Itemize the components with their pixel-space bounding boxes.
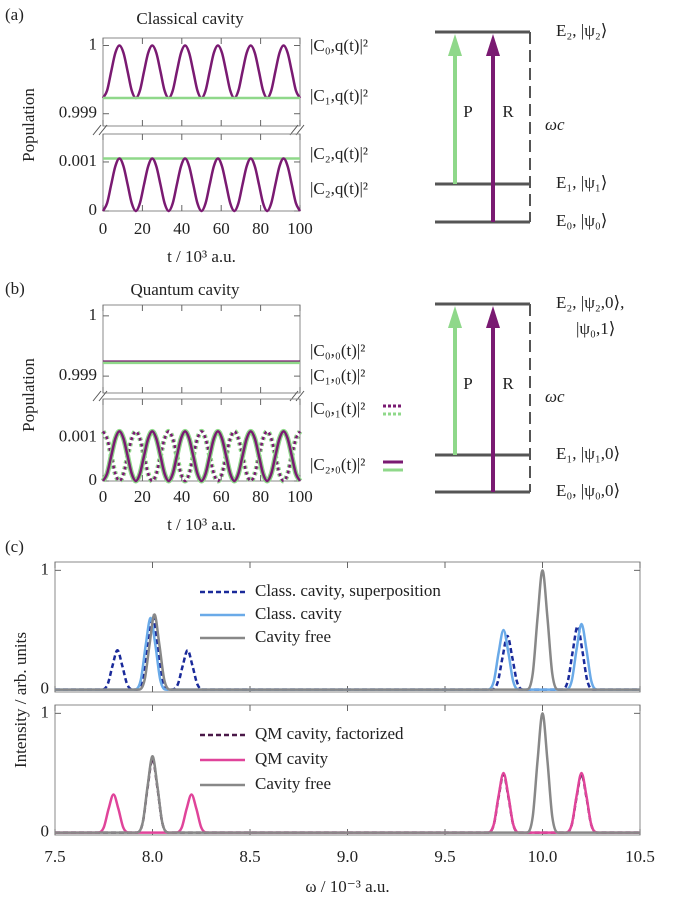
level-label: E₀, |ψ₀,0⟩	[556, 481, 620, 500]
x-tick-label: 8.5	[239, 847, 260, 866]
panel-label: (b)	[5, 279, 25, 298]
panel-label: (a)	[5, 5, 24, 24]
y-tick-label: 0	[89, 200, 98, 219]
cavity-label: ωc	[545, 387, 565, 406]
axis-break	[98, 390, 108, 402]
x-tick-label: 100	[287, 487, 313, 506]
x-tick-label: 100	[287, 219, 313, 238]
plot-frame	[102, 133, 301, 212]
x-tick-label: 9.5	[434, 847, 455, 866]
y-tick-label: 0	[41, 679, 50, 698]
axis-break	[92, 390, 102, 402]
y-axis-label: Population	[19, 88, 38, 162]
x-tick-label: 0	[99, 219, 108, 238]
x-tick-label: 7.5	[44, 847, 65, 866]
legend-label: |C₂,₀(t)|²	[310, 455, 365, 474]
axis-break	[289, 124, 299, 136]
data-line	[55, 614, 640, 691]
plot-frame	[102, 304, 301, 394]
y-tick-label: 1	[41, 559, 50, 578]
chart-title: Classical cavity	[136, 9, 244, 28]
plot-frame	[102, 37, 301, 127]
pump-arrow-head	[448, 34, 462, 56]
legend-label: Class. cavity	[255, 604, 342, 623]
pump-label: P	[463, 102, 472, 121]
level-label: E₀, |ψ₀⟩	[556, 211, 607, 230]
x-tick-label: 8.0	[142, 847, 163, 866]
level-label: E₂, |ψ₂,0⟩,	[556, 293, 624, 312]
legend-label: |C₁,q(t)|²	[310, 86, 368, 105]
probe-arrow-head	[486, 306, 500, 328]
x-tick-label: 9.0	[337, 847, 358, 866]
y-tick-label: 0.999	[59, 103, 97, 122]
legend-label: |C₀,₁(t)|²	[310, 399, 365, 418]
x-tick-label: 80	[252, 219, 269, 238]
probe-label: R	[502, 374, 514, 393]
legend-label: |C₀,₀(t)|²	[310, 341, 365, 360]
y-tick-label: 0.001	[59, 151, 97, 170]
x-tick-label: 60	[213, 219, 230, 238]
legend-label: |C₂,q(t)|²	[310, 144, 368, 163]
y-tick-label: 0	[89, 470, 98, 489]
legend-label: QM cavity, factorized	[255, 724, 404, 743]
data-line	[101, 430, 302, 483]
x-tick-label: 60	[213, 487, 230, 506]
x-tick-label: 0	[99, 487, 108, 506]
y-tick-label: 0.999	[59, 365, 97, 384]
y-tick-label: 1	[89, 305, 98, 324]
legend-label: Class. cavity, superposition	[255, 581, 441, 600]
data-line	[55, 712, 640, 834]
data-line	[101, 430, 302, 483]
x-tick-label: 10.0	[528, 847, 558, 866]
level-label: |ψ₀,1⟩	[576, 319, 615, 338]
x-axis-label: t / 10³ a.u.	[167, 247, 236, 266]
panel-label: (c)	[5, 537, 24, 556]
legend-label: QM cavity	[255, 749, 329, 768]
y-tick-label: 1	[89, 34, 98, 53]
data-line	[101, 157, 302, 213]
pump-label: P	[463, 374, 472, 393]
axis-break	[98, 124, 108, 136]
x-tick-label: 20	[134, 487, 151, 506]
legend-label: Cavity free	[255, 774, 331, 793]
y-axis-label: Population	[19, 358, 38, 432]
x-tick-label: 40	[173, 219, 190, 238]
axis-break	[295, 124, 305, 136]
probe-arrow-head	[486, 34, 500, 56]
legend-label: |C₀,q(t)|²	[310, 36, 368, 55]
probe-label: R	[502, 102, 514, 121]
data-line	[101, 44, 302, 100]
pump-arrow-head	[448, 306, 462, 328]
legend-label: |C₁,₀(t)|²	[310, 366, 365, 385]
chart-title: Quantum cavity	[130, 280, 240, 299]
x-tick-label: 80	[252, 487, 269, 506]
x-tick-label: 20	[134, 219, 151, 238]
legend-label: |C₂,q(t)|²	[310, 179, 368, 198]
x-tick-label: 40	[173, 487, 190, 506]
y-tick-label: 1	[41, 702, 50, 721]
axis-break	[92, 124, 102, 136]
x-axis-label: t / 10³ a.u.	[167, 515, 236, 534]
y-axis-label: Intensity / arb. units	[11, 632, 30, 768]
level-label: E₁, |ψ₁,0⟩	[556, 444, 620, 463]
y-tick-label: 0	[41, 822, 50, 841]
level-label: E₁, |ψ₁⟩	[556, 173, 607, 192]
legend-label: Cavity free	[255, 627, 331, 646]
data-line	[55, 616, 640, 691]
cavity-label: ωc	[545, 115, 565, 134]
x-tick-label: 10.5	[625, 847, 655, 866]
x-axis-label: ω / 10⁻³ a.u.	[305, 877, 389, 896]
level-label: E₂, |ψ₂⟩	[556, 21, 607, 40]
data-line	[55, 569, 640, 691]
y-tick-label: 0.001	[59, 427, 97, 446]
